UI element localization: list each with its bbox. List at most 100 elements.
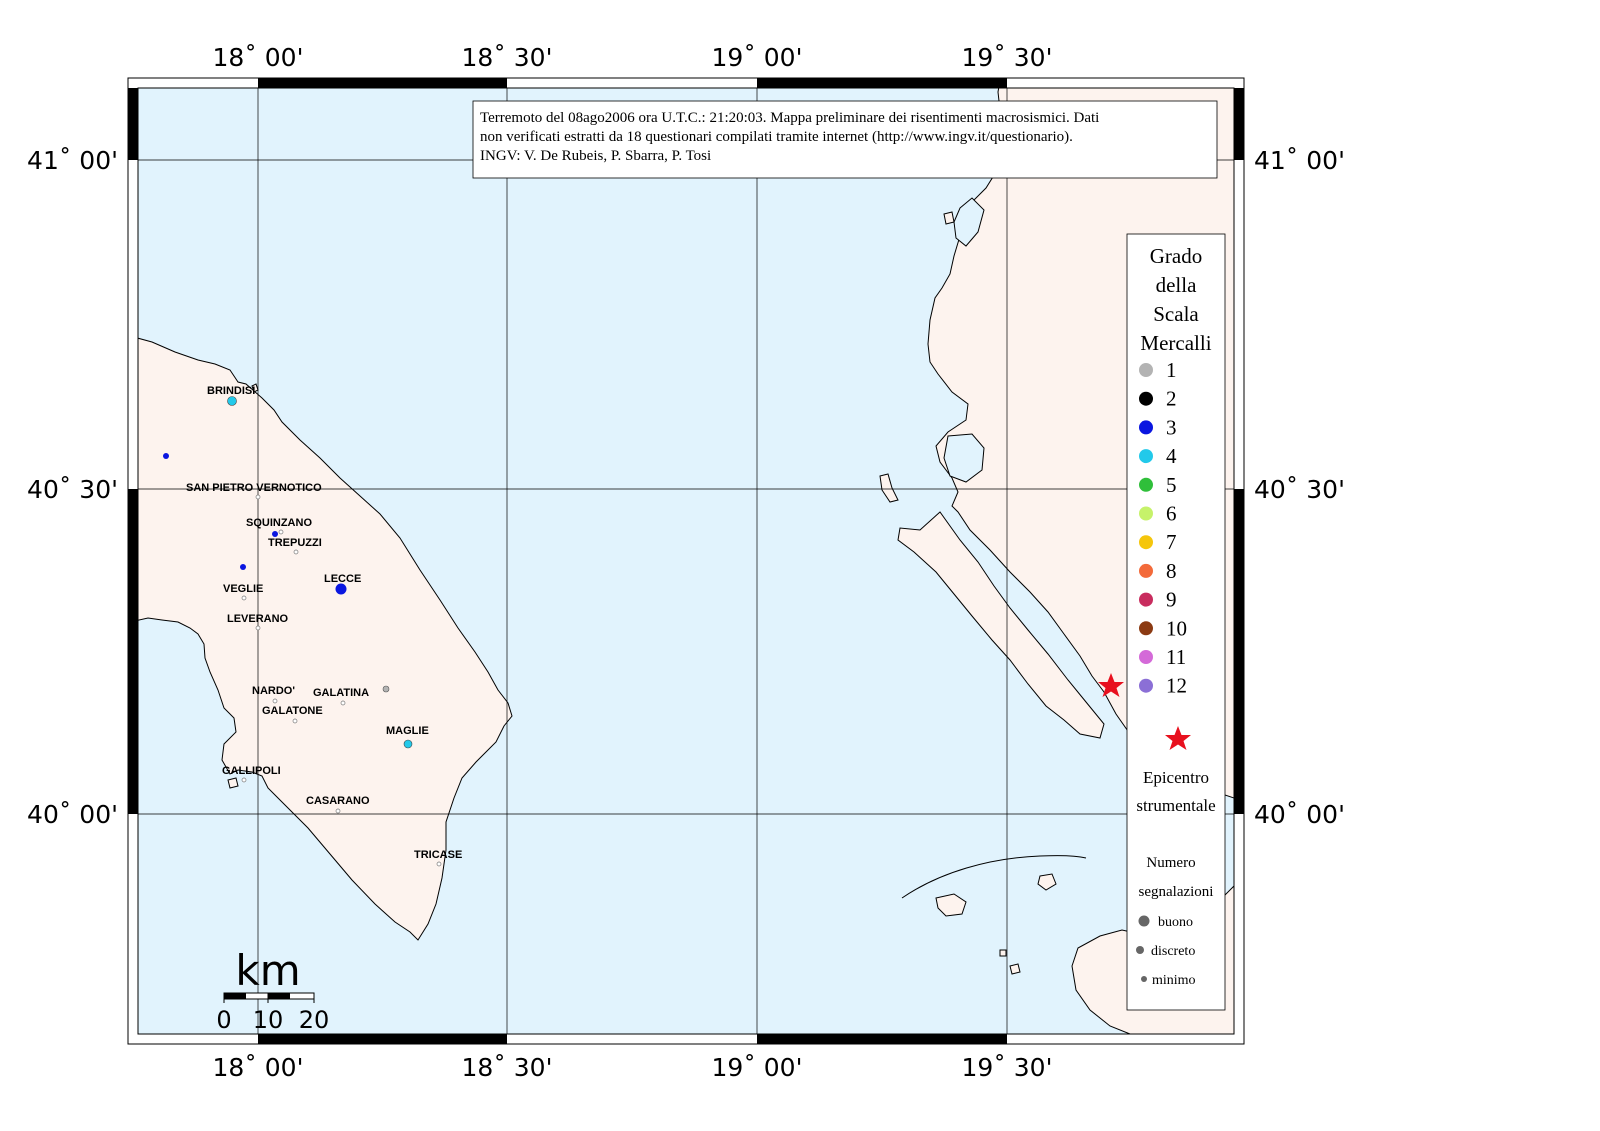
lon-tick-label: 18˚ 30' <box>462 1053 553 1082</box>
legend-grade-5-label: 5 <box>1166 473 1177 497</box>
legend-count-label: minimo <box>1152 973 1196 988</box>
legend-grade-11-swatch <box>1139 650 1153 664</box>
city-label-san-pietro-vernotico: SAN PIETRO VERNOTICO <box>186 482 322 494</box>
legend-grade-9-swatch <box>1139 592 1153 607</box>
legend-grade-1-swatch <box>1139 363 1153 377</box>
town-dot <box>340 700 346 706</box>
legend: Grado della Scala Mercalli 1234567891011… <box>1126 233 1226 1011</box>
city-label-maglie: MAGLIE <box>386 725 429 737</box>
intensity-marker-brindisi <box>227 396 237 406</box>
city-label-galatone: GALATONE <box>262 705 323 717</box>
legend-count-discreto-icon <box>1136 946 1144 954</box>
legend-grade-1-label: 1 <box>1166 358 1177 382</box>
info-line-1: Terremoto del 08ago2006 ora U.T.C.: 21:2… <box>480 110 1099 126</box>
town-dot <box>292 718 298 724</box>
intensity-marker-unlabeled <box>163 453 169 459</box>
islet-north <box>943 211 955 225</box>
town-dot <box>278 529 284 535</box>
info-line-3: INGV: V. De Rubeis, P. Sbarra, P. Tosi <box>480 148 711 164</box>
map-frame <box>127 77 1245 1045</box>
lat-ticks-left: 41˚ 00' 40˚ 30' 40˚ 00' <box>27 146 118 829</box>
legend-count-label: discreto <box>1151 944 1195 959</box>
land-apulia <box>138 337 513 941</box>
legend-grade-7-swatch <box>1139 535 1153 550</box>
legend-grade-12-label: 12 <box>1166 674 1187 698</box>
intensity-marker-lecce <box>335 583 347 595</box>
lon-tick-label: 18˚ 00' <box>213 43 304 72</box>
legend-title-line: Mercalli <box>1140 331 1211 355</box>
legend-grade-2-label: 2 <box>1166 387 1177 411</box>
island-sazan <box>879 473 899 503</box>
scale-tick-label: 0 <box>216 1006 231 1034</box>
legend-grade-6-swatch <box>1139 506 1153 521</box>
town-dot <box>436 861 442 867</box>
lat-tick-label: 40˚ 00' <box>27 800 118 829</box>
town-dot <box>335 808 341 814</box>
lat-tick-label: 40˚ 30' <box>27 475 118 504</box>
legend-grade-9-label: 9 <box>1166 588 1177 612</box>
legend-count-title: segnalazioni <box>1139 884 1214 900</box>
legend-grade-10-label: 10 <box>1166 616 1187 640</box>
legend-grade-3-swatch <box>1139 420 1153 435</box>
lat-tick-label: 40˚ 30' <box>1254 475 1345 504</box>
town-dot <box>272 698 278 704</box>
lagoon <box>943 433 985 483</box>
legend-count-minimo-icon <box>1141 976 1147 982</box>
legend-title-line: Grado <box>1150 244 1202 268</box>
city-label-galatina: GALATINA <box>313 687 369 699</box>
islet-1 <box>1009 963 1021 975</box>
fault-line <box>901 855 1087 899</box>
lon-ticks-bottom: 18˚ 00' 18˚ 30' 19˚ 00' 19˚ 30' <box>213 1053 1053 1082</box>
bay-north <box>953 197 985 247</box>
legend-grade-2-swatch <box>1139 391 1153 406</box>
scale-tick-label: 10 <box>253 1006 284 1034</box>
lon-tick-label: 18˚ 00' <box>213 1053 304 1082</box>
legend-grade-8-swatch <box>1139 563 1153 578</box>
legend-title-line: della <box>1156 273 1197 297</box>
lon-tick-label: 19˚ 30' <box>962 43 1053 72</box>
scale-bar: km 0 10 20 <box>216 946 329 1034</box>
town-dot <box>255 625 261 631</box>
island-othonoi <box>935 893 967 917</box>
town-dot <box>241 595 247 601</box>
town-dot <box>293 549 299 555</box>
lon-tick-label: 18˚ 30' <box>462 43 553 72</box>
legend-grade-7-label: 7 <box>1166 530 1177 554</box>
town-dot <box>255 494 261 500</box>
legend-title-line: Scala <box>1153 302 1199 326</box>
city-label-casarano: CASARANO <box>306 795 370 807</box>
city-label-gallipoli: GALLIPOLI <box>222 765 281 777</box>
scale-unit: km <box>235 946 300 995</box>
legend-grade-11-label: 11 <box>1166 645 1186 669</box>
epicenter-star-icon <box>1098 673 1124 697</box>
city-label-squinzano: SQUINZANO <box>246 517 312 529</box>
lon-tick-label: 19˚ 30' <box>962 1053 1053 1082</box>
city-label-veglie: VEGLIE <box>223 583 263 595</box>
legend-grade-8-label: 8 <box>1166 559 1177 583</box>
city-label-tricase: TRICASE <box>414 849 462 861</box>
scale-tick-label: 20 <box>299 1006 330 1034</box>
legend-count-label: buono <box>1158 915 1193 930</box>
lat-ticks-right: 41˚ 00' 40˚ 30' 40˚ 00' <box>1254 146 1345 829</box>
legend-grade-5-swatch <box>1139 477 1153 492</box>
info-line-2: non verificati estratti da 18 questionar… <box>480 129 1073 145</box>
lon-tick-label: 19˚ 00' <box>712 43 803 72</box>
town-dot <box>241 777 247 783</box>
legend-grade-12-swatch <box>1139 678 1153 693</box>
legend-epicenter-label: strumentale <box>1136 796 1215 815</box>
land-karaburun <box>897 511 1105 739</box>
islet-2 <box>999 949 1007 957</box>
intensity-marker-squinzano <box>272 531 278 537</box>
cities: BRINDISI SAN PIETRO VERNOTICO SQUINZANO … <box>163 385 462 867</box>
legend-count-title: Numero <box>1146 855 1195 871</box>
city-label-leverano: LEVERANO <box>227 613 289 625</box>
intensity-marker-galatina <box>382 685 390 693</box>
legend-grade-4-label: 4 <box>1166 444 1177 468</box>
lat-tick-label: 41˚ 00' <box>1254 146 1345 175</box>
intensity-marker-maglie <box>403 739 413 749</box>
city-label-brindisi: BRINDISI <box>207 385 255 397</box>
legend-grade-4-swatch <box>1139 449 1153 464</box>
lon-ticks-top: 18˚ 00' 18˚ 30' 19˚ 00' 19˚ 30' <box>213 43 1053 72</box>
city-label-trepuzzi: TREPUZZI <box>268 537 322 549</box>
